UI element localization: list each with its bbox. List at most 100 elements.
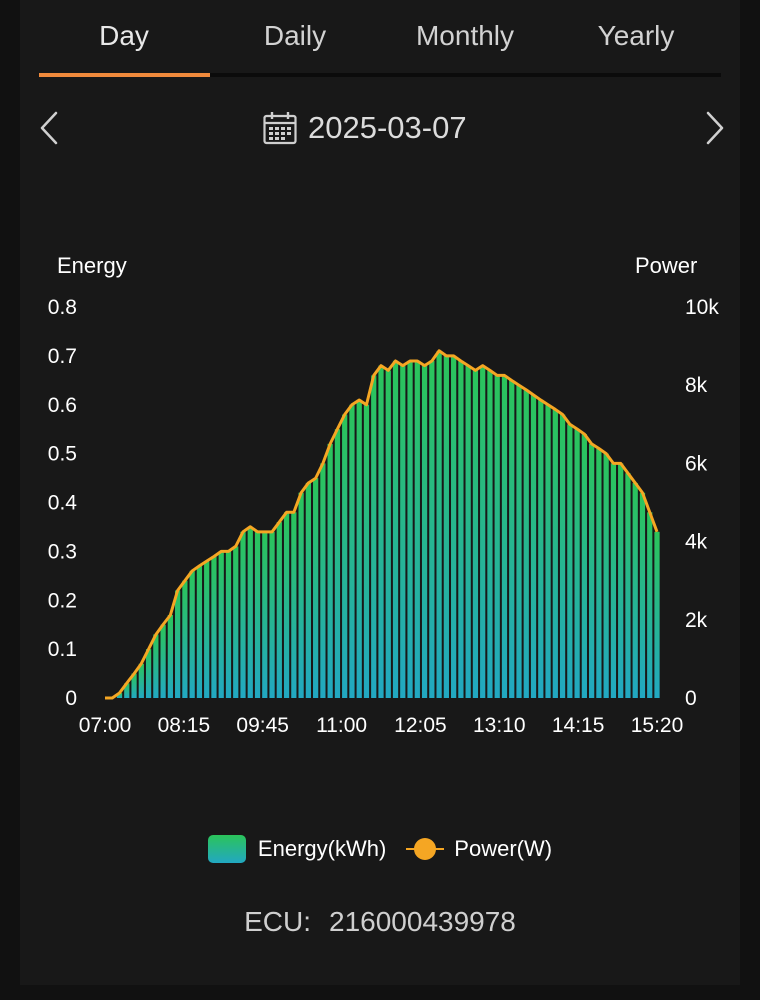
left-tick-label: 0.2: [48, 589, 77, 612]
energy-bar: [472, 370, 479, 698]
energy-bar: [458, 360, 464, 698]
energy-bar: [247, 526, 253, 698]
left-tick-label: 0.3: [48, 540, 77, 563]
right-axis-title: Power: [635, 253, 698, 278]
tab-day[interactable]: Day: [99, 20, 149, 51]
energy-bar: [204, 561, 210, 698]
active-tab-indicator: [39, 73, 210, 77]
calendar-icon: [263, 112, 297, 145]
legend-energy[interactable]: Energy(kWh): [207, 835, 387, 863]
x-tick-label: 08:15: [158, 714, 211, 737]
right-tick-label: 2k: [685, 609, 708, 632]
x-tick-label: 14:15: [552, 714, 605, 737]
energy-bar: [298, 492, 304, 698]
energy-bar: [639, 492, 646, 698]
energy-bar: [153, 634, 159, 698]
ecu-value: 216000439978: [329, 906, 516, 937]
ecu-info: ECU: 216000439978: [20, 906, 740, 938]
energy-bars: [116, 350, 660, 699]
energy-bar: [371, 375, 377, 698]
right-tick-label: 6k: [685, 452, 708, 475]
energy-bar: [283, 512, 290, 698]
legend-power[interactable]: Power(W): [406, 835, 552, 863]
energy-bar: [175, 590, 181, 698]
energy-bar: [414, 360, 420, 698]
energy-bar: [567, 424, 573, 698]
energy-bar: [349, 404, 355, 698]
left-axis-ticks: 0 0.1 0.2 0.3 0.4 0.5 0.6 0.7 0.8: [48, 296, 78, 710]
legend-energy-label: Energy(kWh): [257, 836, 387, 861]
energy-bar: [160, 624, 166, 698]
tab-daily[interactable]: Daily: [263, 20, 327, 51]
left-tick-label: 0.5: [48, 443, 77, 466]
energy-bar: [392, 360, 399, 698]
power-line: [105, 349, 659, 700]
energy-bar: [276, 522, 282, 698]
left-axis-title: Energy: [57, 253, 127, 278]
x-axis-ticks: 07:00 08:15 09:45 11:00 12:05 13:10 14:15 15:20: [79, 714, 684, 737]
left-tick-label: 0.6: [48, 394, 77, 417]
energy-bar: [647, 512, 653, 698]
energy-bar: [516, 385, 522, 698]
energy-bar: [421, 365, 428, 698]
energy-bar: [262, 531, 268, 698]
energy-bar: [400, 365, 406, 698]
x-tick-label: 09:45: [236, 714, 289, 737]
energy-bar: [124, 683, 130, 698]
x-tick-label: 11:00: [316, 714, 367, 737]
energy-bar: [530, 394, 537, 698]
chart-legend: Energy(kWh) Power(W): [20, 832, 740, 866]
energy-swatch-icon: [207, 835, 246, 863]
energy-bar: [625, 473, 631, 698]
next-date-button[interactable]: [692, 108, 732, 148]
energy-bar: [269, 531, 275, 698]
left-tick-label: 0.8: [48, 296, 77, 319]
energy-bar: [385, 370, 391, 698]
tab-monthly[interactable]: Monthly: [415, 20, 515, 51]
energy-bar: [654, 531, 660, 698]
energy-bar: [429, 360, 435, 698]
energy-bar: [356, 399, 362, 698]
legend-power-label: Power(W): [454, 836, 553, 861]
energy-bar: [240, 531, 246, 698]
tab-track: [39, 73, 721, 77]
left-tick-label: 0: [65, 687, 77, 710]
energy-bar: [145, 649, 152, 699]
energy-bar: [116, 693, 123, 698]
energy-bar: [596, 448, 602, 698]
tab-yearly[interactable]: Yearly: [597, 20, 675, 51]
energy-bar: [291, 512, 297, 698]
date-picker[interactable]: 2025-03-07: [262, 106, 467, 150]
energy-bar: [233, 546, 239, 698]
energy-bar: [320, 463, 326, 698]
energy-bar: [581, 434, 587, 698]
energy-bar: [451, 355, 457, 698]
energy-bar: [167, 614, 173, 698]
energy-bar: [182, 580, 188, 698]
ecu-label: ECU:: [244, 906, 312, 937]
energy-bar: [254, 531, 261, 698]
energy-bar: [487, 370, 493, 698]
left-tick-label: 0.7: [48, 345, 77, 368]
right-tick-label: 4k: [685, 531, 708, 554]
right-axis-ticks: 0 2k 4k 6k 8k 10k: [685, 296, 719, 710]
energy-bar: [378, 365, 384, 698]
energy-bar: [509, 380, 515, 698]
chevron-left-icon: [40, 111, 58, 145]
right-tick-label: 0: [685, 687, 697, 710]
energy-bar: [225, 551, 232, 699]
energy-bar: [327, 443, 333, 698]
right-tick-label: 10k: [685, 296, 719, 319]
prev-date-button[interactable]: [32, 108, 72, 148]
x-tick-label: 15:20: [631, 714, 684, 737]
energy-bar: [305, 482, 311, 698]
energy-bar: [618, 463, 624, 698]
energy-bar: [632, 482, 638, 698]
energy-bar: [436, 350, 442, 698]
chevron-right-icon: [706, 111, 724, 145]
energy-bar: [131, 673, 137, 698]
left-tick-label: 0.1: [48, 638, 77, 661]
energy-bar: [407, 360, 413, 698]
energy-bar: [574, 429, 580, 698]
energy-bar: [363, 404, 370, 698]
